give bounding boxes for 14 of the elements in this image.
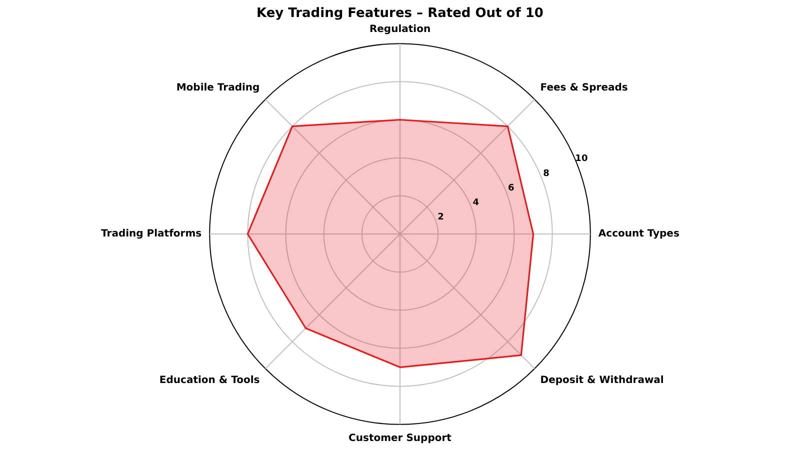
spoke-label: Fees & Spreads — [540, 82, 628, 94]
y-tick-label: 6 — [508, 183, 514, 194]
spoke-label: Regulation — [369, 24, 431, 36]
y-tick-label: 10 — [575, 154, 588, 164]
spoke-label: Deposit & Withdrawal — [540, 374, 664, 386]
spoke-label: Education & Tools — [159, 374, 260, 386]
y-tick-label: 2 — [438, 212, 444, 222]
spoke-label: Mobile Trading — [176, 82, 260, 94]
spoke-label: Account Types — [598, 228, 680, 240]
spoke-label: Customer Support — [348, 432, 452, 444]
chart-title: Key Trading Features – Rated Out of 10 — [256, 6, 544, 22]
y-tick-label: 8 — [543, 168, 550, 179]
y-tick-label: 4 — [472, 198, 480, 208]
spoke-label: Trading Platforms — [101, 228, 202, 240]
